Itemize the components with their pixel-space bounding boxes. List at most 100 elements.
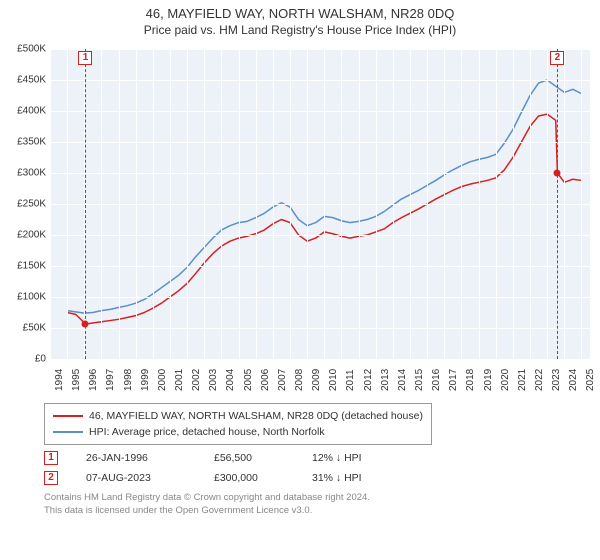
y-tick-label: £350K	[17, 137, 46, 148]
gridline-h	[50, 328, 590, 329]
copyright: Contains HM Land Registry data © Crown c…	[44, 491, 570, 517]
gridline-v	[376, 49, 377, 359]
title-sub: Price paid vs. HM Land Registry's House …	[0, 23, 600, 37]
gridline-v	[290, 49, 291, 359]
x-tick-label: 2014	[397, 369, 408, 391]
gridline-v	[324, 49, 325, 359]
gridline-v	[67, 49, 68, 359]
sale-marker-badge: 2	[550, 51, 564, 65]
x-tick-label: 2011	[345, 369, 356, 391]
chart-area: £0£50K£100K£150K£200K£250K£300K£350K£400…	[0, 39, 600, 399]
x-tick-label: 2005	[243, 369, 254, 391]
x-tick-label: 2020	[500, 369, 511, 391]
chart-container: 46, MAYFIELD WAY, NORTH WALSHAM, NR28 0D…	[0, 0, 600, 560]
copyright-line1: Contains HM Land Registry data © Crown c…	[44, 491, 570, 504]
sale-diff: 31% ↓ HPI	[312, 472, 412, 484]
x-tick-label: 2002	[191, 369, 202, 391]
x-tick-label: 2008	[294, 369, 305, 391]
gridline-v	[359, 49, 360, 359]
sale-price: £300,000	[214, 472, 284, 484]
gridline-v	[479, 49, 480, 359]
sale-marker-line	[85, 49, 86, 359]
sale-marker-dot	[554, 170, 561, 177]
gridline-v	[307, 49, 308, 359]
gridline-v	[153, 49, 154, 359]
x-tick-label: 2022	[534, 369, 545, 391]
gridline-v	[547, 49, 548, 359]
x-tick-label: 2025	[585, 369, 596, 391]
gridline-v	[341, 49, 342, 359]
sale-marker-line	[557, 49, 558, 359]
gridline-h	[50, 49, 590, 50]
sale-badge: 1	[44, 451, 58, 465]
x-tick-label: 2018	[465, 369, 476, 391]
x-tick-label: 2016	[431, 369, 442, 391]
gridline-v	[581, 49, 582, 359]
gridline-v	[256, 49, 257, 359]
y-tick-label: £50K	[23, 323, 46, 334]
x-tick-label: 1998	[123, 369, 134, 391]
y-tick-label: £300K	[17, 168, 46, 179]
gridline-h	[50, 297, 590, 298]
gridline-v	[170, 49, 171, 359]
title-block: 46, MAYFIELD WAY, NORTH WALSHAM, NR28 0D…	[0, 0, 600, 39]
gridline-v	[239, 49, 240, 359]
legend-swatch-hpi	[53, 431, 83, 433]
gridline-v	[221, 49, 222, 359]
legend-swatch-price-paid	[53, 415, 83, 417]
x-tick-label: 1999	[140, 369, 151, 391]
x-tick-label: 2004	[225, 369, 236, 391]
x-tick-label: 2019	[483, 369, 494, 391]
gridline-v	[393, 49, 394, 359]
gridline-v	[136, 49, 137, 359]
y-axis: £0£50K£100K£150K£200K£250K£300K£350K£400…	[0, 49, 48, 359]
x-tick-label: 1996	[88, 369, 99, 391]
y-tick-label: £150K	[17, 261, 46, 272]
x-tick-label: 2010	[328, 369, 339, 391]
y-tick-label: £200K	[17, 230, 46, 241]
x-tick-label: 2001	[174, 369, 185, 391]
gridline-v	[427, 49, 428, 359]
sale-marker-badge: 1	[78, 51, 92, 65]
gridline-h	[50, 111, 590, 112]
sale-diff: 12% ↓ HPI	[312, 452, 412, 464]
x-tick-label: 2000	[157, 369, 168, 391]
x-tick-label: 2012	[363, 369, 374, 391]
sale-row: 207-AUG-2023£300,00031% ↓ HPI	[44, 471, 570, 485]
gridline-h	[50, 266, 590, 267]
legend-label-price-paid: 46, MAYFIELD WAY, NORTH WALSHAM, NR28 0D…	[89, 408, 423, 424]
gridline-v	[530, 49, 531, 359]
x-tick-label: 2006	[260, 369, 271, 391]
sale-row: 126-JAN-1996£56,50012% ↓ HPI	[44, 451, 570, 465]
y-tick-label: £500K	[17, 44, 46, 55]
x-tick-label: 2023	[551, 369, 562, 391]
gridline-v	[187, 49, 188, 359]
y-tick-label: £400K	[17, 106, 46, 117]
footer: 46, MAYFIELD WAY, NORTH WALSHAM, NR28 0D…	[0, 399, 600, 521]
gridline-h	[50, 173, 590, 174]
x-tick-label: 1995	[71, 369, 82, 391]
gridline-v	[204, 49, 205, 359]
gridline-v	[513, 49, 514, 359]
legend-label-hpi: HPI: Average price, detached house, Nort…	[89, 424, 325, 440]
x-tick-label: 2003	[208, 369, 219, 391]
title-main: 46, MAYFIELD WAY, NORTH WALSHAM, NR28 0D…	[0, 6, 600, 21]
x-axis: 1994 1995 1996 1997 1998 1999 2000 2001 2002 2003…	[50, 359, 590, 399]
plot-area: 12	[50, 49, 590, 359]
y-tick-label: £250K	[17, 199, 46, 210]
sale-badge: 2	[44, 471, 58, 485]
x-tick-label: 2017	[448, 369, 459, 391]
x-tick-label: 1997	[105, 369, 116, 391]
gridline-v	[461, 49, 462, 359]
x-tick-label: 2024	[568, 369, 579, 391]
gridline-v	[496, 49, 497, 359]
y-tick-label: £100K	[17, 292, 46, 303]
legend-row-hpi: HPI: Average price, detached house, Nort…	[53, 424, 423, 440]
x-tick-label: 1994	[54, 369, 65, 391]
gridline-v	[564, 49, 565, 359]
gridline-h	[50, 142, 590, 143]
gridline-v	[444, 49, 445, 359]
sale-date: 26-JAN-1996	[86, 452, 186, 464]
copyright-line2: This data is licensed under the Open Gov…	[44, 504, 570, 517]
legend-row-price-paid: 46, MAYFIELD WAY, NORTH WALSHAM, NR28 0D…	[53, 408, 423, 424]
